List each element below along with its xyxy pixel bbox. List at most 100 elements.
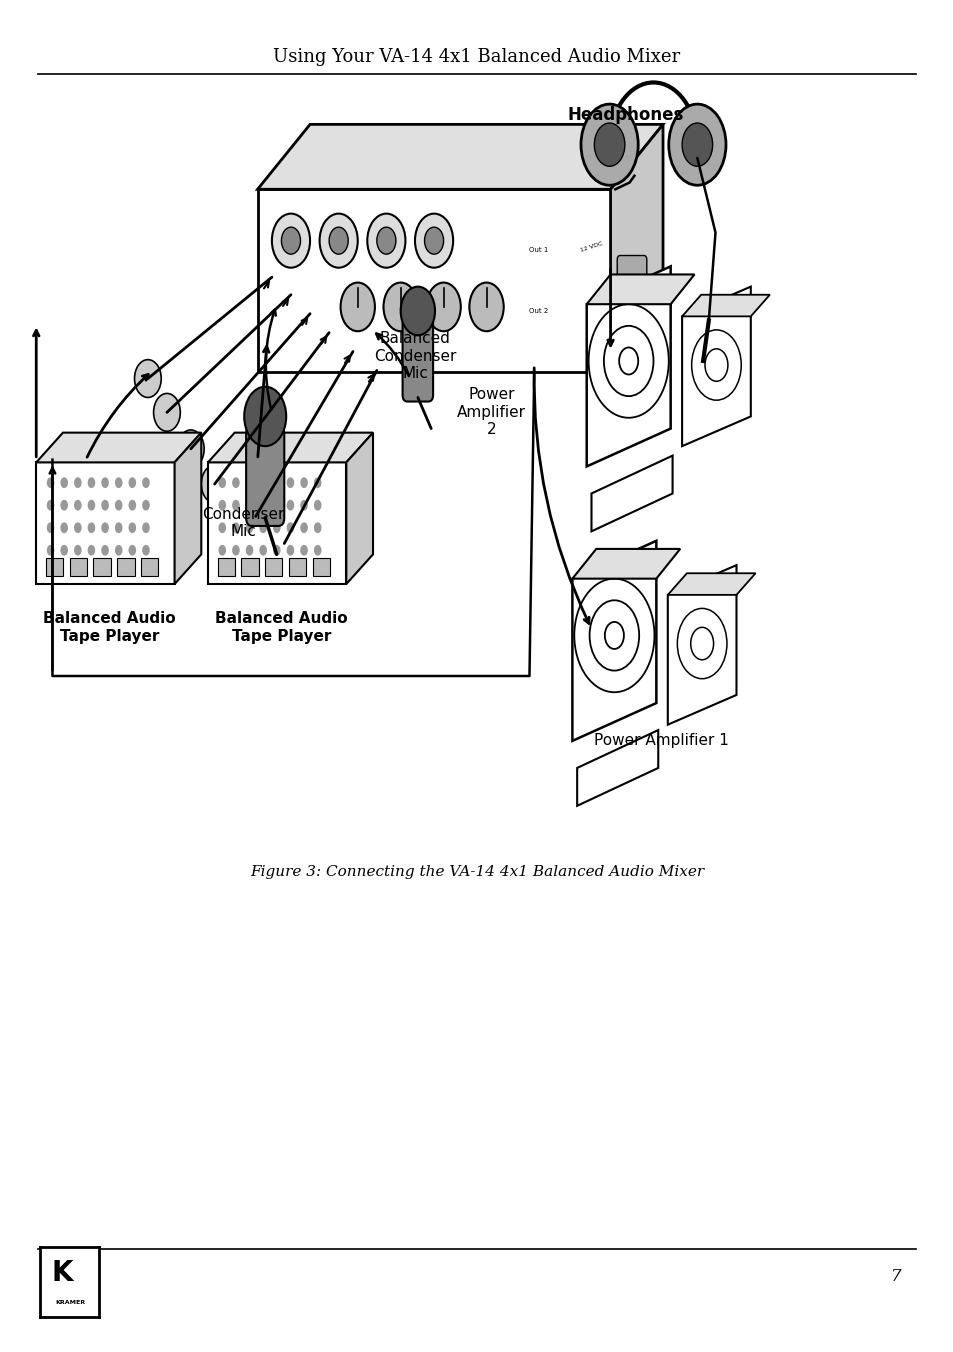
FancyBboxPatch shape xyxy=(246,426,284,526)
Polygon shape xyxy=(681,287,750,446)
Circle shape xyxy=(329,227,348,254)
Circle shape xyxy=(594,123,624,166)
Polygon shape xyxy=(667,565,736,725)
Circle shape xyxy=(88,522,95,533)
Circle shape xyxy=(281,227,300,254)
Text: Out 1: Out 1 xyxy=(529,247,548,253)
Circle shape xyxy=(259,545,267,556)
Circle shape xyxy=(232,500,239,511)
Circle shape xyxy=(218,545,226,556)
Circle shape xyxy=(74,500,82,511)
FancyBboxPatch shape xyxy=(257,189,610,372)
Circle shape xyxy=(142,522,150,533)
Circle shape xyxy=(314,545,321,556)
Circle shape xyxy=(129,500,136,511)
Circle shape xyxy=(114,545,122,556)
Circle shape xyxy=(273,500,280,511)
Text: Power Amplifier 1: Power Amplifier 1 xyxy=(593,733,728,749)
FancyBboxPatch shape xyxy=(617,256,646,324)
Circle shape xyxy=(88,500,95,511)
Circle shape xyxy=(681,123,712,166)
Polygon shape xyxy=(681,295,769,316)
Circle shape xyxy=(218,500,226,511)
Circle shape xyxy=(286,545,294,556)
Circle shape xyxy=(142,545,150,556)
Circle shape xyxy=(114,477,122,488)
Polygon shape xyxy=(577,730,658,806)
Circle shape xyxy=(469,283,503,331)
Circle shape xyxy=(273,545,280,556)
Circle shape xyxy=(153,393,180,431)
Circle shape xyxy=(271,525,297,562)
Circle shape xyxy=(273,477,280,488)
Text: Condenser
Mic: Condenser Mic xyxy=(202,507,284,539)
Bar xyxy=(208,462,346,584)
Text: 7: 7 xyxy=(890,1268,902,1284)
Circle shape xyxy=(129,477,136,488)
Circle shape xyxy=(300,500,308,511)
Circle shape xyxy=(272,214,310,268)
Circle shape xyxy=(114,522,122,533)
Circle shape xyxy=(246,522,253,533)
Circle shape xyxy=(314,522,321,533)
Circle shape xyxy=(286,477,294,488)
Text: KRAMER: KRAMER xyxy=(55,1301,86,1305)
Polygon shape xyxy=(572,541,656,741)
Circle shape xyxy=(232,477,239,488)
Circle shape xyxy=(273,522,280,533)
Circle shape xyxy=(314,500,321,511)
Circle shape xyxy=(300,522,308,533)
Circle shape xyxy=(668,104,725,185)
Circle shape xyxy=(314,477,321,488)
Circle shape xyxy=(246,477,253,488)
FancyBboxPatch shape xyxy=(402,318,433,402)
Circle shape xyxy=(47,477,54,488)
Circle shape xyxy=(242,498,269,535)
Polygon shape xyxy=(586,274,694,304)
Bar xyxy=(217,558,234,576)
Text: Figure 3: Connecting the VA-14 4x1 Balanced Audio Mixer: Figure 3: Connecting the VA-14 4x1 Balan… xyxy=(250,865,703,879)
Circle shape xyxy=(244,387,286,446)
Circle shape xyxy=(142,500,150,511)
Bar xyxy=(141,558,158,576)
Circle shape xyxy=(101,477,109,488)
Circle shape xyxy=(60,477,68,488)
Circle shape xyxy=(376,227,395,254)
Circle shape xyxy=(101,545,109,556)
Circle shape xyxy=(129,522,136,533)
Text: Balanced Audio
Tape Player: Balanced Audio Tape Player xyxy=(214,611,348,644)
Circle shape xyxy=(47,522,54,533)
Text: 12 VDC: 12 VDC xyxy=(579,241,602,253)
Circle shape xyxy=(177,430,204,468)
Circle shape xyxy=(88,545,95,556)
Bar xyxy=(46,558,63,576)
Circle shape xyxy=(101,522,109,533)
Circle shape xyxy=(101,500,109,511)
Circle shape xyxy=(286,522,294,533)
Circle shape xyxy=(47,500,54,511)
Circle shape xyxy=(74,522,82,533)
Text: Balanced
Condenser
Mic: Balanced Condenser Mic xyxy=(374,331,456,381)
Bar xyxy=(36,462,174,584)
Circle shape xyxy=(340,283,375,331)
Circle shape xyxy=(246,500,253,511)
Circle shape xyxy=(383,283,417,331)
Text: Headphones: Headphones xyxy=(567,105,683,124)
Bar xyxy=(241,558,258,576)
Text: Balanced Audio
Tape Player: Balanced Audio Tape Player xyxy=(43,611,176,644)
Text: Out 2: Out 2 xyxy=(529,308,548,314)
Polygon shape xyxy=(572,549,679,579)
Circle shape xyxy=(134,360,161,397)
Circle shape xyxy=(580,104,638,185)
Circle shape xyxy=(259,522,267,533)
Bar xyxy=(93,558,111,576)
Polygon shape xyxy=(174,433,201,584)
Polygon shape xyxy=(346,433,373,584)
Polygon shape xyxy=(667,573,755,595)
Circle shape xyxy=(300,477,308,488)
Circle shape xyxy=(60,522,68,533)
Circle shape xyxy=(424,227,443,254)
Circle shape xyxy=(60,545,68,556)
Circle shape xyxy=(367,214,405,268)
Bar xyxy=(265,558,282,576)
